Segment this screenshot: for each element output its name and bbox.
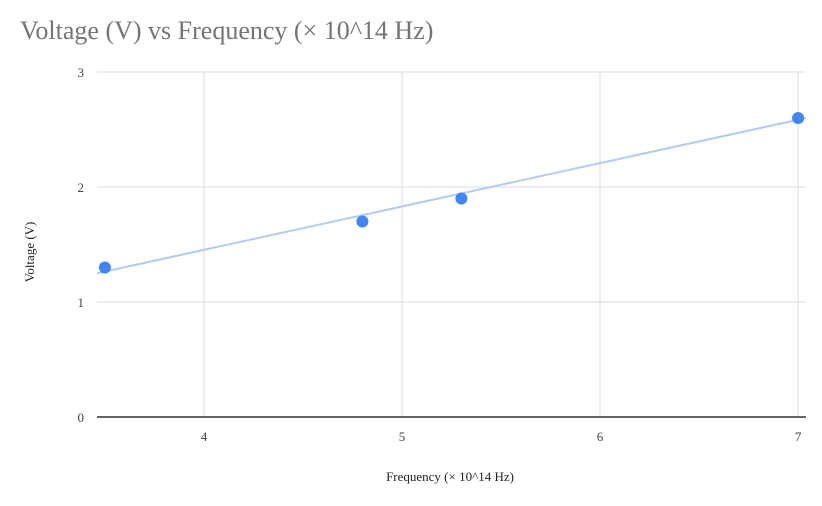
data-point [98, 261, 111, 274]
data-point [356, 215, 369, 228]
gridlines [97, 71, 806, 417]
x-tick-label: 4 [201, 429, 208, 444]
y-axis-label: Voltage (V) [22, 222, 37, 283]
data-point [792, 112, 805, 124]
x-tick-label: 7 [795, 429, 802, 444]
trendline-group [96, 117, 807, 275]
y-tick-labels: 0 1 2 3 [78, 65, 85, 425]
trendline [96, 117, 807, 275]
data-point [455, 192, 468, 205]
y-tick-label: 2 [78, 180, 85, 195]
x-tick-labels: 4 5 6 7 [201, 429, 802, 444]
y-tick-label: 3 [78, 65, 85, 80]
x-tick-label: 5 [399, 429, 406, 444]
chart-title: Voltage (V) vs Frequency (× 10^14 Hz) [20, 16, 434, 45]
x-tick-label: 6 [597, 429, 604, 444]
y-tick-label: 1 [78, 295, 85, 310]
data-points [98, 112, 805, 274]
y-tick-label: 0 [78, 410, 85, 425]
x-axis-label: Frequency (× 10^14 Hz) [386, 469, 514, 484]
